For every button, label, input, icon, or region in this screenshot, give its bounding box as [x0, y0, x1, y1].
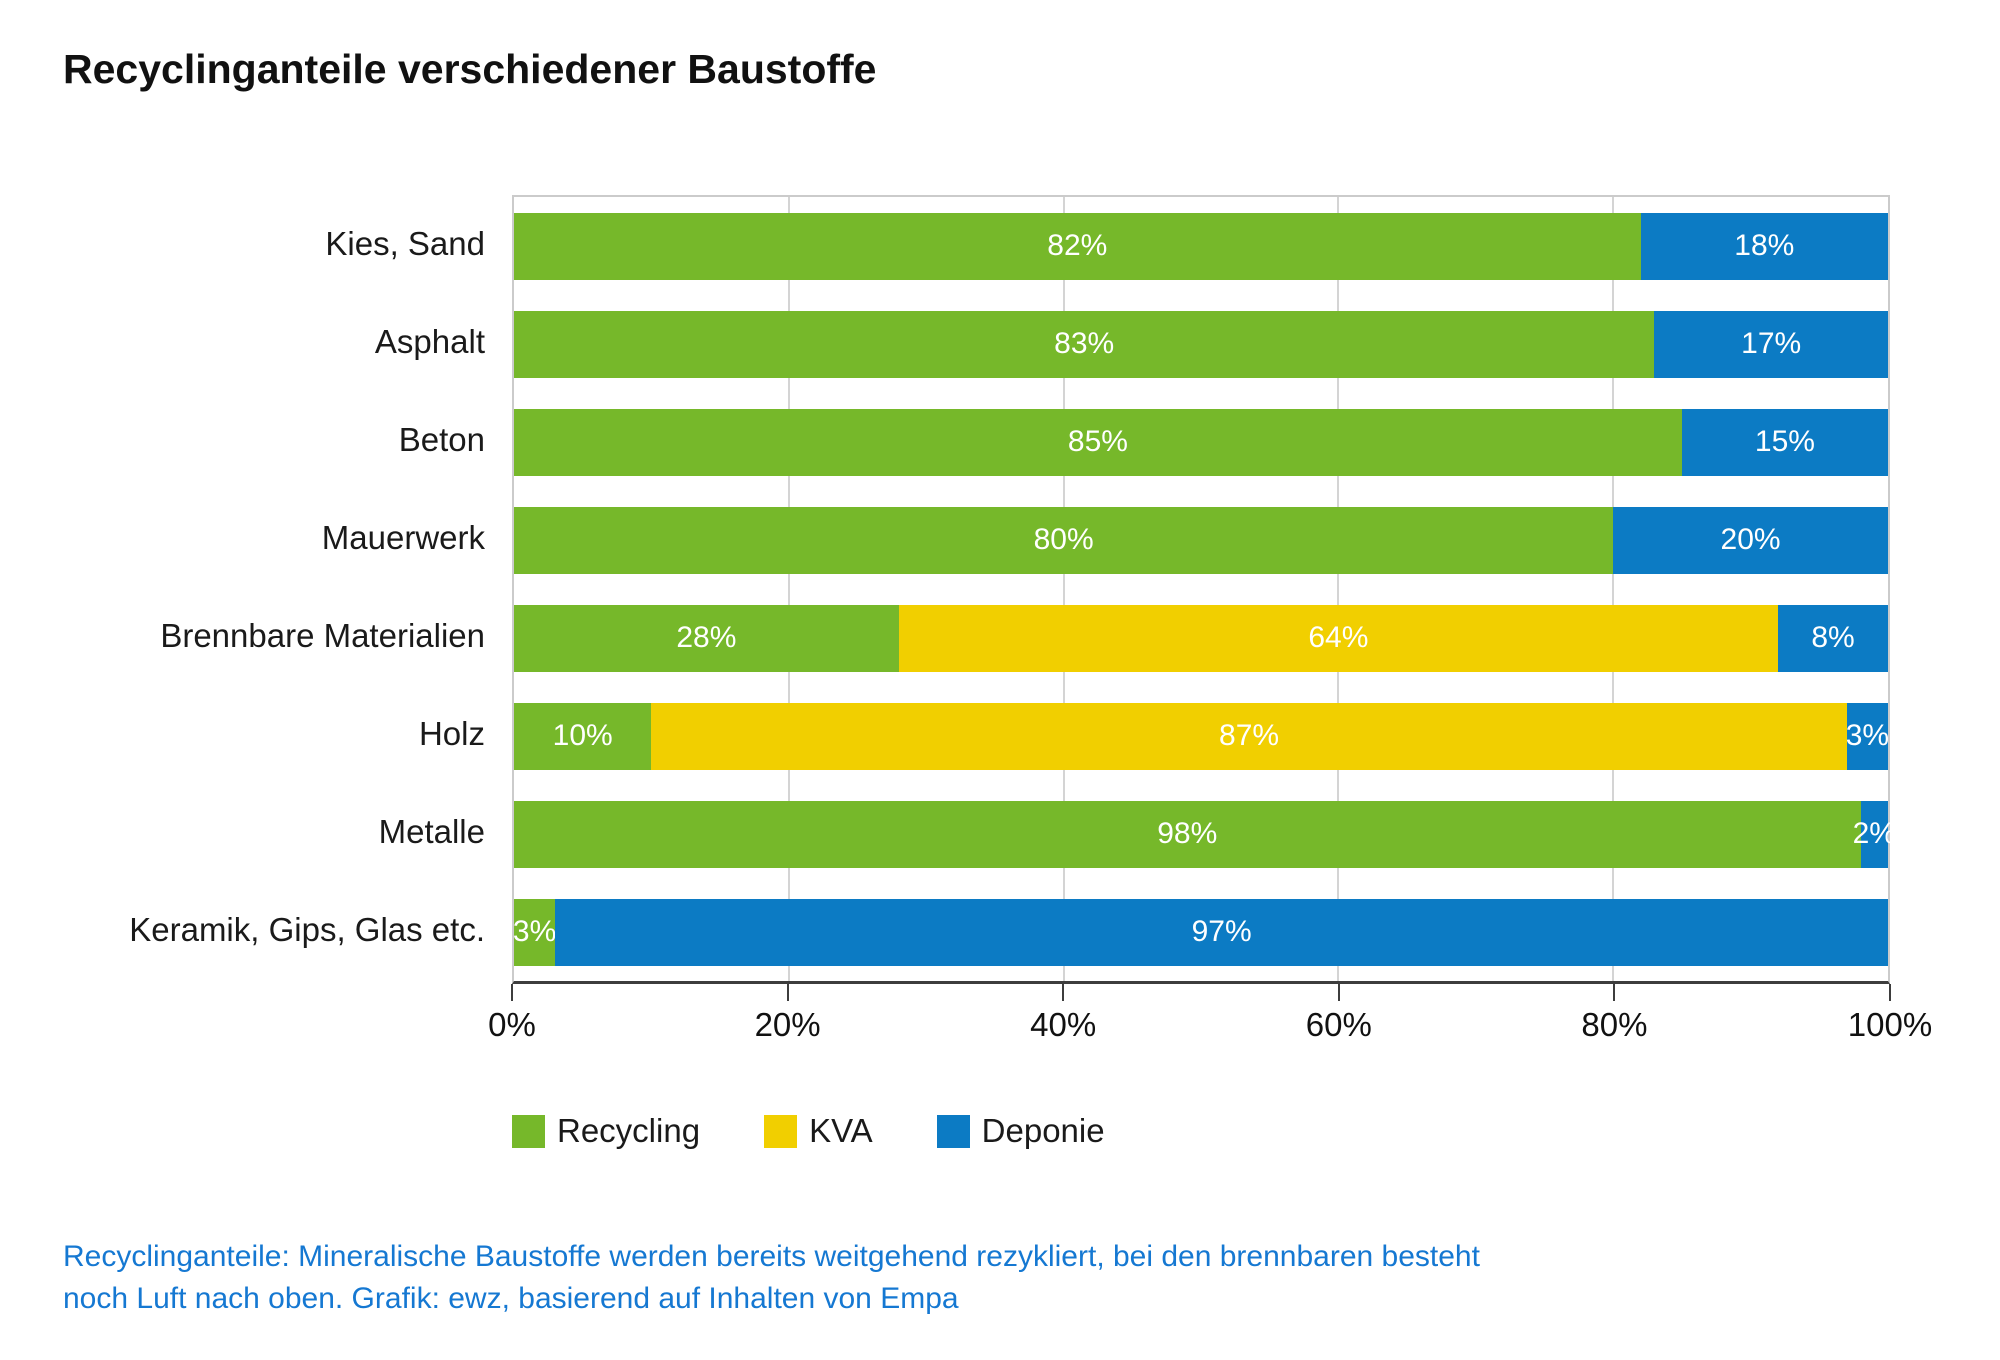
axis-tick-label-80: 80%	[1581, 1006, 1648, 1043]
bar-segment-deponie: 8%	[1778, 604, 1888, 672]
bar-mauerwerk: 80% 20%	[514, 506, 1888, 574]
legend-swatch-recycling	[512, 1114, 545, 1148]
bar-row-kies-sand: 82% 18%	[514, 197, 1888, 295]
segment-value-label: 3%	[1845, 719, 1890, 752]
axis-tick-60	[1337, 984, 1340, 1001]
category-label-metalle: Metalle	[378, 813, 485, 850]
bar-segment-recycling: 83%	[514, 310, 1655, 378]
category-label-kies-sand: Kies, Sand	[325, 225, 485, 262]
bar-metalle: 98% 2%	[514, 800, 1896, 868]
gridline-80	[1612, 197, 1615, 981]
segment-value-label: 85%	[1067, 425, 1128, 458]
gridline-40	[1062, 197, 1065, 981]
plot-area: 82% 18% 83% 17% 85% 15% 80% 20% 28% 64% 8% 10% 87% 3%…	[512, 195, 1896, 984]
bar-segment-recycling: 85%	[514, 408, 1682, 476]
bar-segment-kva: 87%	[651, 702, 1847, 770]
axis-tick-40	[1062, 984, 1065, 1001]
caption: Recyclinganteile: Mineralische Baustoffe…	[63, 1236, 1923, 1320]
category-labels-column: Kies, Sand Asphalt Beton Mauerwerk Brennbare…	[63, 195, 512, 1150]
axis-tick-label-60: 60%	[1305, 1006, 1372, 1043]
bar-row-asphalt: 83% 17%	[514, 295, 1888, 393]
bar-segment-deponie: 3%	[1845, 702, 1890, 770]
axis-tick-label-0: 0%	[488, 1006, 536, 1043]
legend-item-recycling: Recycling	[512, 1112, 700, 1150]
legend-item-deponie: Deponie	[936, 1112, 1105, 1150]
category-label-asphalt: Asphalt	[374, 323, 485, 360]
bar-segment-deponie: 2%	[1853, 800, 1896, 868]
segment-value-label: 3%	[512, 915, 557, 948]
legend-swatch-kva	[764, 1114, 798, 1148]
bar-segment-deponie: 20%	[1613, 506, 1888, 574]
bar-row-mauerwerk: 80% 20%	[514, 491, 1888, 589]
bar-segment-deponie: 15%	[1681, 408, 1888, 476]
axis-tick-label-100: 100%	[1847, 1006, 1933, 1043]
axis-tick-20	[786, 984, 789, 1001]
legend-label-recycling: Recycling	[557, 1112, 701, 1149]
bar-segment-recycling: 28%	[514, 604, 899, 672]
bar-segment-deponie: 97%	[555, 898, 1888, 966]
category-label-brennbare-materialien: Brennbare Materialien	[160, 617, 485, 654]
bar-segment-deponie: 18%	[1640, 212, 1888, 280]
axis-tick-80	[1613, 984, 1616, 1001]
segment-value-label: 28%	[676, 621, 737, 654]
axis-tick-label-20: 20%	[754, 1006, 821, 1043]
category-label-keramik-gips-glas-etc: Keramik, Gips, Glas etc.	[129, 911, 485, 948]
page: Recyclinganteile verschiedener Baustoffe…	[63, 46, 1937, 1320]
legend-label-kva: KVA	[809, 1112, 873, 1149]
bar-segment-recycling: 80%	[514, 506, 1614, 574]
segment-value-label: 10%	[552, 719, 613, 752]
bar-row-holz: 10% 87% 3%	[514, 687, 1890, 785]
caption-line-2: noch Luft nach oben. Grafik: ewz, basier…	[63, 1282, 959, 1315]
category-label-mauerwerk: Mauerwerk	[321, 519, 485, 556]
bar-beton: 85% 15%	[514, 408, 1888, 476]
segment-value-label: 18%	[1734, 229, 1795, 262]
segment-value-label: 80%	[1033, 523, 1094, 556]
axis-tick-label-40: 40%	[1030, 1006, 1097, 1043]
bar-segment-kva: 64%	[898, 604, 1779, 672]
bar-kies-sand: 82% 18%	[514, 212, 1888, 280]
legend-item-kva: KVA	[764, 1112, 873, 1150]
bar-row-beton: 85% 15%	[514, 393, 1888, 491]
bar-segment-deponie: 17%	[1654, 310, 1888, 378]
segment-value-label: 8%	[1811, 621, 1855, 654]
segment-value-label: 17%	[1741, 327, 1802, 360]
legend: Recycling KVA Deponie	[512, 1112, 1890, 1150]
bar-brennbare-materialien: 28% 64% 8%	[514, 604, 1888, 672]
segment-value-label: 87%	[1219, 719, 1280, 752]
caption-line-1: Recyclinganteile: Mineralische Baustoffe…	[63, 1240, 1480, 1273]
x-axis	[511, 984, 1891, 1002]
gridline-20	[787, 197, 790, 981]
bar-segment-recycling: 82%	[514, 212, 1641, 280]
segment-value-label: 83%	[1054, 327, 1115, 360]
gridline-60	[1337, 197, 1340, 981]
bar-keramik-gips-glas-etc: 3% 97%	[512, 898, 1888, 966]
segment-value-label: 82%	[1047, 229, 1108, 262]
axis-tick-0	[511, 984, 513, 1001]
segment-value-label: 15%	[1754, 425, 1815, 458]
segment-value-label: 20%	[1720, 523, 1781, 556]
segment-value-label: 97%	[1191, 915, 1252, 948]
bar-segment-recycling: 10%	[514, 702, 652, 770]
segment-value-label: 64%	[1308, 621, 1369, 654]
legend-swatch-deponie	[936, 1114, 970, 1148]
segment-value-label: 98%	[1157, 817, 1218, 850]
segment-value-label: 2%	[1852, 817, 1896, 850]
chart-area: Kies, Sand Asphalt Beton Mauerwerk Brennbare…	[63, 195, 1937, 1150]
legend-label-deponie: Deponie	[981, 1112, 1105, 1149]
x-axis-labels: 0% 20% 40% 60% 80% 100%	[488, 1006, 1932, 1050]
page-title: Recyclinganteile verschiedener Baustoffe	[63, 46, 877, 92]
category-label-beton: Beton	[398, 421, 485, 458]
plot-column: 82% 18% 83% 17% 85% 15% 80% 20% 28% 64% 8% 10% 87% 3%…	[488, 195, 1932, 1150]
bar-segment-recycling: 98%	[514, 800, 1861, 868]
bar-row-keramik-gips-glas-etc: 3% 97%	[512, 883, 1888, 981]
bar-row-brennbare-materialien: 28% 64% 8%	[514, 589, 1888, 687]
axis-tick-100	[1889, 984, 1891, 1001]
bar-segment-recycling: 3%	[512, 898, 557, 966]
bar-row-metalle: 98% 2%	[514, 785, 1896, 883]
bar-asphalt: 83% 17%	[514, 310, 1888, 378]
category-label-holz: Holz	[418, 715, 485, 752]
bar-holz: 10% 87% 3%	[514, 702, 1890, 770]
